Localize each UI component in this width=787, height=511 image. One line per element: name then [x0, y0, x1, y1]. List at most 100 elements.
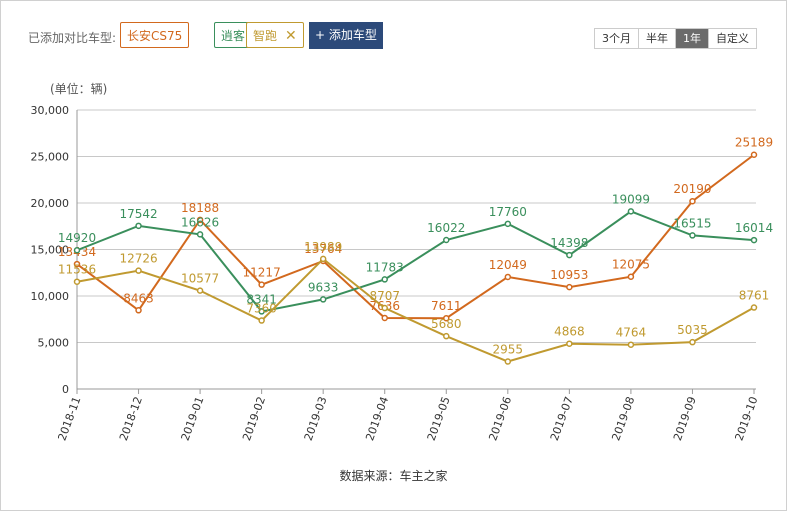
- data-source: 数据来源：车主之家: [339, 469, 448, 483]
- data-label: 5680: [431, 317, 462, 331]
- data-point: [258, 308, 265, 315]
- x-tick-label: 2019-02: [240, 395, 268, 443]
- range-button[interactable]: 1年: [675, 29, 708, 48]
- y-tick-label: 10,000: [31, 290, 70, 303]
- data-label: 11783: [366, 260, 404, 274]
- data-point: [135, 267, 142, 274]
- data-point: [689, 338, 696, 346]
- data-label: 4868: [554, 325, 585, 339]
- data-label: 12075: [612, 258, 650, 272]
- data-point: [750, 236, 758, 244]
- series-line: [76, 210, 755, 313]
- range-button[interactable]: 3个月: [595, 29, 638, 48]
- data-label: 8707: [369, 289, 400, 303]
- y-tick-label: 15,000: [31, 244, 70, 257]
- data-label: 17542: [119, 207, 157, 221]
- time-range-selector: 3个月 半年 1年 自定义: [594, 28, 757, 49]
- data-point: [135, 307, 142, 314]
- x-tick-label: 2019-03: [302, 395, 330, 443]
- data-point: [750, 151, 758, 158]
- data-point: [689, 197, 696, 205]
- data-point: [566, 340, 573, 347]
- data-label: 8463: [123, 291, 154, 305]
- data-point: [627, 273, 635, 280]
- x-tick-label: 2019-09: [671, 395, 699, 443]
- data-label: 18188: [181, 201, 219, 215]
- data-point: [73, 246, 81, 254]
- data-label: 4764: [616, 326, 647, 340]
- data-point: [258, 317, 265, 324]
- unit-label: (单位：辆): [50, 81, 107, 96]
- data-label: 17760: [489, 205, 527, 219]
- add-model-button[interactable]: + 添加车型: [309, 22, 383, 49]
- y-tick-label: 0: [62, 383, 69, 396]
- compare-tag[interactable]: 智跑 ✕: [246, 22, 304, 48]
- x-tick-label: 2019-07: [548, 395, 576, 443]
- data-label: 16022: [427, 221, 465, 235]
- range-button[interactable]: 自定义: [708, 29, 756, 48]
- close-icon[interactable]: ✕: [285, 28, 297, 44]
- data-label: 16626: [181, 215, 219, 229]
- data-point: [443, 332, 450, 340]
- data-label: 16014: [735, 221, 773, 235]
- data-label: 11217: [243, 266, 281, 280]
- data-point: [443, 236, 450, 244]
- data-label: 2955: [493, 343, 524, 357]
- data-label: 7360: [246, 302, 277, 316]
- x-tick-label: 2019-08: [609, 395, 637, 443]
- data-point: [566, 251, 573, 259]
- y-tick-label: 20,000: [31, 197, 70, 210]
- x-tick-label: 2019-01: [179, 395, 207, 443]
- x-tick-label: 2019-06: [486, 395, 514, 443]
- data-label: 5035: [677, 323, 708, 337]
- data-point: [135, 222, 142, 230]
- x-tick-label: 2018-12: [117, 395, 145, 443]
- x-tick-label: 2019-05: [425, 395, 453, 443]
- x-tick-label: 2019-10: [732, 395, 760, 443]
- data-label: 12049: [489, 258, 527, 272]
- data-label: 19099: [612, 192, 650, 206]
- data-label: 20190: [673, 182, 711, 196]
- data-point: [566, 283, 573, 291]
- data-label: 14920: [58, 231, 96, 245]
- series-line: [76, 153, 755, 320]
- data-point: [627, 341, 635, 348]
- data-point: [73, 278, 81, 285]
- data-point: [381, 276, 388, 283]
- x-tick-label: 2019-04: [363, 395, 391, 443]
- data-point: [196, 231, 204, 238]
- data-point: [750, 304, 758, 311]
- compare-tag[interactable]: 长安CS75: [120, 22, 190, 48]
- data-label: 8341: [246, 292, 277, 306]
- data-point: [504, 273, 512, 281]
- data-label: 12726: [119, 252, 157, 266]
- x-tick-label: 2018-11: [55, 395, 83, 443]
- series-line: [76, 257, 755, 363]
- data-label: 14398: [550, 236, 588, 250]
- data-point: [381, 314, 388, 322]
- data-point: [73, 260, 81, 268]
- y-tick-label: 5,000: [38, 337, 70, 350]
- data-point: [196, 216, 204, 224]
- data-point: [504, 220, 512, 228]
- data-label: 10953: [550, 268, 588, 282]
- y-tick-label: 30,000: [31, 104, 70, 117]
- data-label: 10577: [181, 272, 219, 286]
- data-label: 13989: [304, 240, 342, 254]
- data-point: [443, 314, 450, 322]
- data-point: [504, 358, 512, 365]
- data-point: [258, 281, 265, 288]
- data-label: 25189: [735, 136, 773, 150]
- data-point: [196, 287, 204, 294]
- range-button[interactable]: 半年: [638, 29, 675, 48]
- data-label: 13764: [304, 242, 342, 256]
- data-point: [319, 296, 327, 303]
- data-label: 11536: [58, 263, 96, 277]
- compare-tag-label: 长安CS75: [127, 29, 183, 43]
- data-point: [689, 232, 696, 239]
- data-point: [627, 208, 635, 215]
- compare-tag-label: 逍客: [221, 29, 246, 43]
- data-label: 9633: [308, 280, 339, 294]
